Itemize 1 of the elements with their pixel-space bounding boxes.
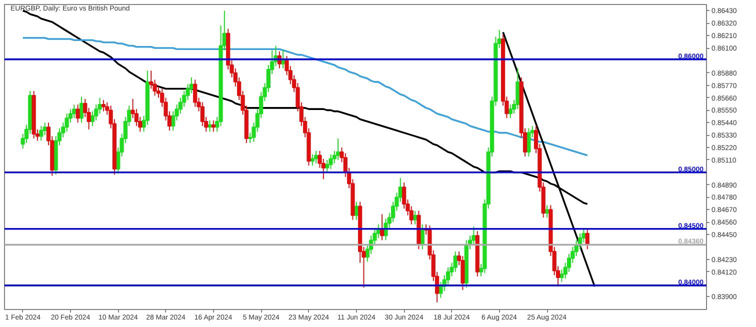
line-series — [22, 36, 588, 156]
